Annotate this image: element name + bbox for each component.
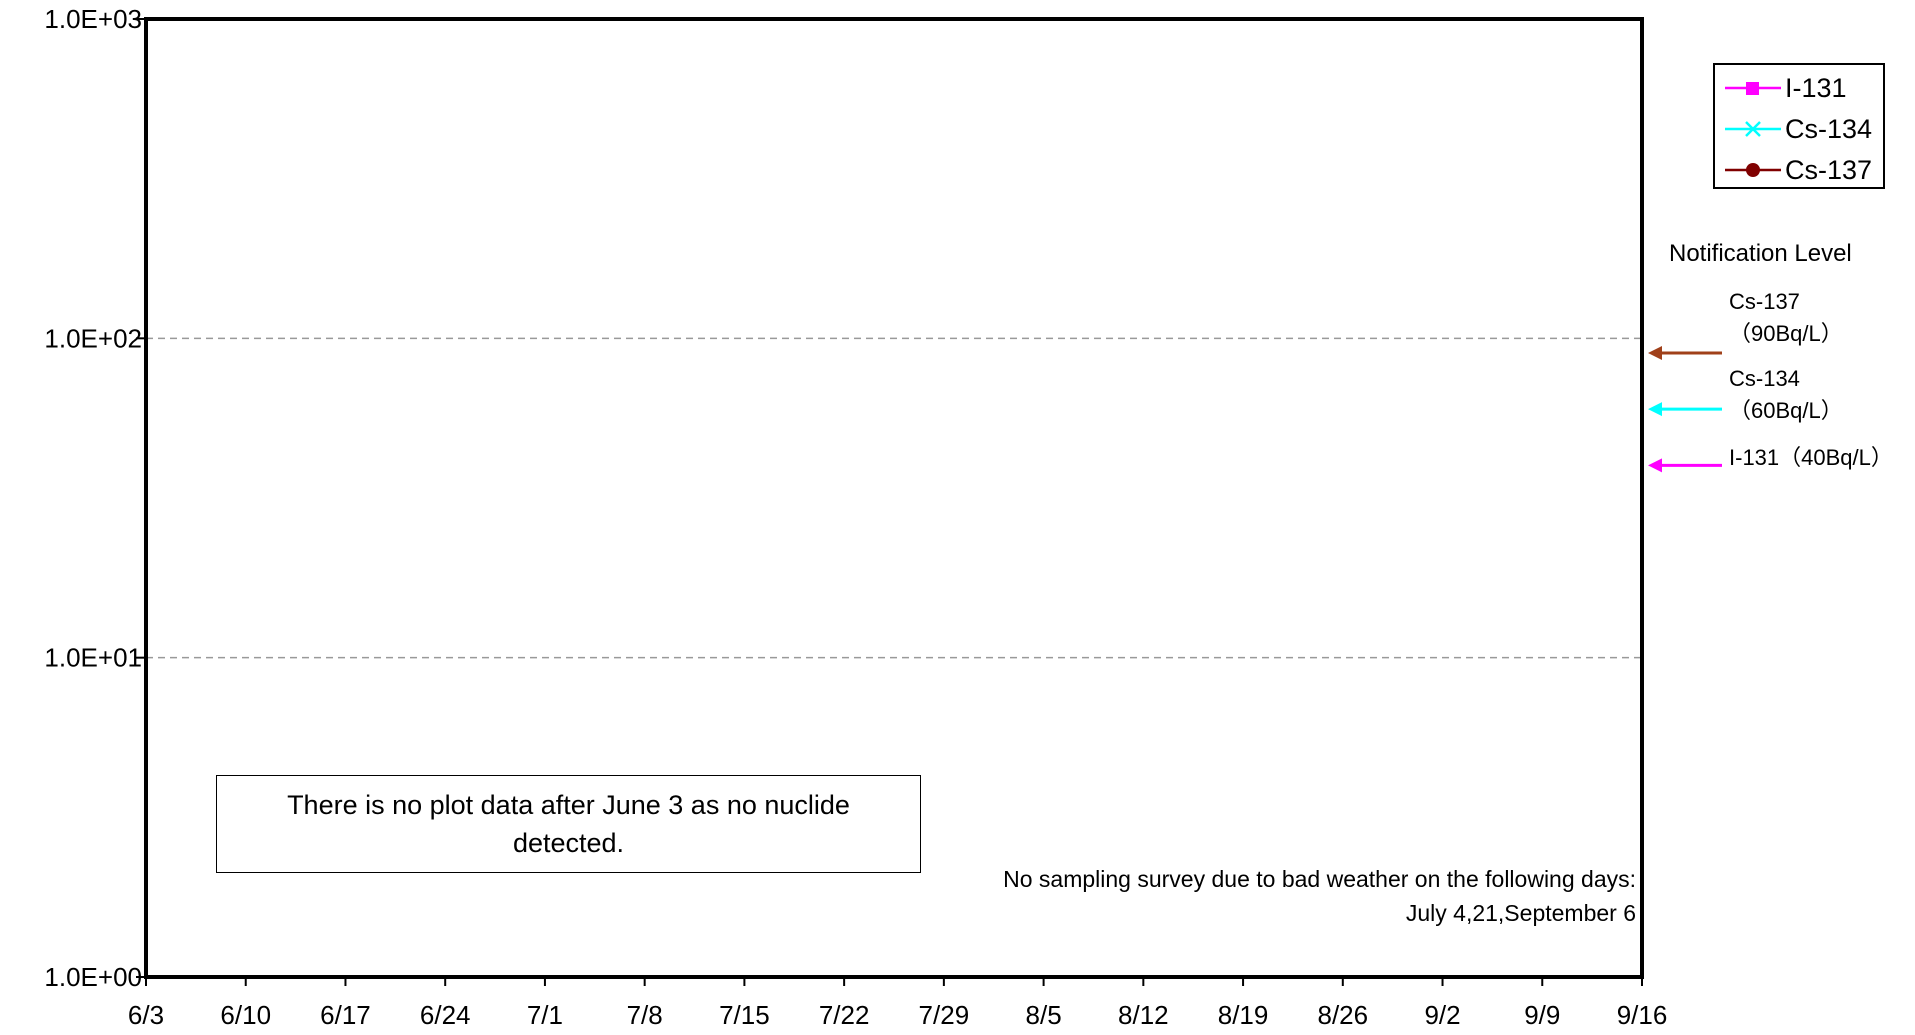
square-marker-icon [1725, 82, 1781, 95]
legend-item-i131: I-131 [1715, 69, 1883, 107]
weather-note-line: July 4,21,September 6 [1405, 900, 1636, 926]
x-tick-label: 6/17 [320, 1000, 371, 1030]
notification-label-line: Cs-134 [1729, 366, 1800, 391]
y-tick-label: 1.0E+02 [44, 323, 142, 353]
notification-arrow-head [1648, 345, 1662, 360]
x-tick-label: 6/3 [128, 1000, 164, 1030]
legend: I-131 Cs-134 Cs-137 [1713, 63, 1885, 189]
x-tick-label: 8/12 [1118, 1000, 1169, 1030]
x-tick-label: 6/24 [420, 1000, 471, 1030]
y-tick-label: 1.0E+00 [44, 962, 142, 992]
x-tick-label: 7/29 [919, 1000, 970, 1030]
notification-label-value: （60Bq/L） [1729, 398, 1843, 423]
x-tick-label: 9/16 [1617, 1000, 1668, 1030]
notification-arrow-head [1648, 458, 1662, 473]
x-tick-label: 9/9 [1524, 1000, 1560, 1030]
x-axis-ticks: 6/3 6/10 6/17 6/24 7/1 7/8 7/15 7/22 7/29 8/5 8/12… [128, 977, 1667, 1030]
x-tick-label: 9/2 [1424, 1000, 1460, 1030]
y-tick-label: 1.0E+01 [44, 643, 142, 673]
notification-label-cs137: Cs-137 （90Bq/L） [1729, 286, 1843, 350]
x-tick-label: 7/22 [819, 1000, 870, 1030]
x-tick-label: 7/1 [527, 1000, 563, 1030]
legend-item-cs134: Cs-134 [1715, 110, 1883, 148]
x-tick-label: 8/19 [1218, 1000, 1269, 1030]
no-data-note: There is no plot data after June 3 as no… [216, 775, 921, 873]
notification-arrow-head [1648, 402, 1662, 417]
circle-marker-icon [1725, 163, 1781, 177]
notification-label-value: （90Bq/L） [1729, 321, 1843, 346]
grid-lines [146, 337, 1642, 659]
legend-label: I-131 [1785, 73, 1847, 103]
plot-area-frame [144, 17, 1644, 979]
legend-label: Cs-137 [1785, 155, 1873, 185]
x-tick-label: 6/10 [220, 1000, 271, 1030]
x-tick-label: 7/15 [719, 1000, 770, 1030]
notification-level-arrows [1648, 345, 1722, 473]
notification-label-i131: I-131（40Bq/L） [1729, 442, 1893, 474]
notification-label-line: Cs-137 [1729, 289, 1800, 314]
weather-note-line: No sampling survey due to bad weather on… [1003, 866, 1636, 892]
x-tick-label: 8/26 [1317, 1000, 1368, 1030]
legend-label: Cs-134 [1785, 114, 1873, 144]
x-tick-label: 7/8 [627, 1000, 663, 1030]
x-tick-label: 8/5 [1026, 1000, 1062, 1030]
weather-note: No sampling survey due to bad weather on… [1003, 862, 1636, 930]
x-marker-icon [1725, 121, 1781, 137]
y-axis-ticks: 1.0E+00 1.0E+01 1.0E+02 1.0E+03 [44, 4, 146, 992]
y-tick-label: 1.0E+03 [44, 4, 142, 34]
notification-level-title: Notification Level [1669, 240, 1852, 267]
notification-label-cs134: Cs-134 （60Bq/L） [1729, 363, 1843, 427]
notification-label-line: I-131（40Bq/L） [1729, 445, 1893, 470]
legend-item-cs137: Cs-137 [1715, 151, 1883, 189]
